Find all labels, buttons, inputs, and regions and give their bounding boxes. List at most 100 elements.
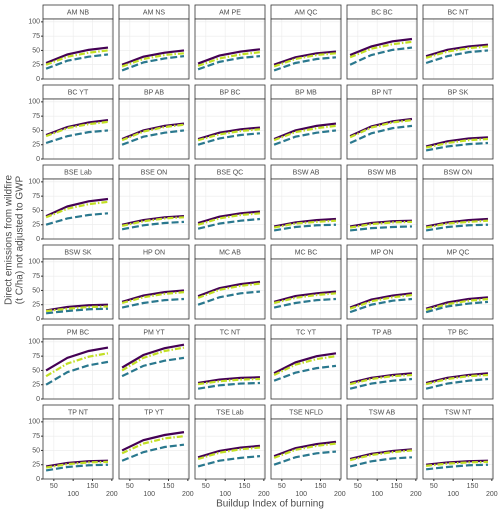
series-line (45, 212, 109, 226)
y-tick-label: 0 (36, 236, 40, 243)
series-line (45, 53, 109, 70)
y-tick-label: 100 (28, 339, 40, 346)
panel-border (42, 338, 114, 400)
panel-title: BC BC (371, 9, 392, 16)
x-tick-label: 200 (106, 491, 118, 498)
y-tick-label: 75 (32, 113, 40, 120)
series-line (121, 431, 185, 452)
y-tick-label: 0 (36, 476, 40, 483)
panel-title: BSW MB (368, 169, 397, 176)
panel-border (42, 258, 114, 320)
series-line (197, 377, 261, 386)
x-tick-label: 50 (126, 483, 134, 490)
y-tick-label: 25 (32, 62, 40, 69)
series-line (45, 303, 109, 312)
panel-title: AM PE (219, 9, 241, 16)
x-tick-label: 50 (354, 483, 362, 490)
panel-title: TSE Lab (216, 409, 243, 416)
panel-border (422, 418, 494, 480)
x-tick-label: 200 (486, 491, 498, 498)
y-tick-label: 100 (28, 99, 40, 106)
panel-border (194, 178, 266, 240)
series-line (349, 37, 413, 57)
series-line (45, 459, 109, 468)
series-line (273, 440, 337, 458)
series-line (45, 49, 109, 66)
panel-bg (119, 259, 189, 319)
x-tick-label: 150 (391, 483, 403, 490)
panel-title: BC YT (68, 89, 89, 96)
panel-bg (347, 19, 417, 79)
series-line (349, 46, 413, 66)
panel-title: TSW NT (445, 409, 473, 416)
panel-border (42, 418, 114, 480)
y-tick-label: 50 (32, 447, 40, 454)
panel-title: TSE NFLD (289, 409, 323, 416)
panel-title: TP YT (144, 409, 164, 416)
panel-title: AM QC (295, 9, 318, 16)
series-line (197, 455, 261, 468)
panel-border (118, 338, 190, 400)
x-tick-label: 150 (163, 483, 175, 490)
panel-border (194, 18, 266, 80)
series-line (425, 219, 489, 229)
series-line (273, 56, 337, 72)
y-tick-label: 100 (28, 259, 40, 266)
y-axis-title: Direct emissions from wildfire(t C/ha) n… (3, 175, 25, 305)
panel-title: TP NT (68, 409, 89, 416)
panel-bg (423, 99, 493, 159)
x-tick-label: 50 (202, 483, 210, 490)
x-tick-label: 150 (467, 483, 479, 490)
series-line (349, 219, 413, 228)
x-tick-label: 100 (371, 491, 383, 498)
series-line (197, 376, 261, 385)
panel-bg (43, 419, 113, 479)
series-line (425, 136, 489, 148)
series-line (273, 442, 337, 459)
y-tick-label: 0 (36, 156, 40, 163)
panel-border (270, 98, 342, 160)
y-tick-label: 50 (32, 127, 40, 134)
panel-title: BP BC (220, 89, 241, 96)
panel-border (270, 18, 342, 80)
series-line (121, 123, 185, 142)
series-line (273, 364, 337, 382)
panel-bg (347, 259, 417, 319)
series-line (425, 300, 489, 314)
panel-bg (195, 259, 265, 319)
series-line (349, 119, 413, 139)
panel-border (118, 98, 190, 160)
panel-border (346, 98, 418, 160)
series-line (45, 120, 109, 138)
x-tick-label: 200 (258, 491, 270, 498)
panel-border (346, 18, 418, 80)
series-line (121, 289, 185, 303)
x-tick-label: 200 (334, 491, 346, 498)
panel-border (42, 98, 114, 160)
panel-border (194, 338, 266, 400)
panel-title: BSW SK (64, 249, 92, 256)
series-line (273, 122, 337, 141)
panel-border (118, 258, 190, 320)
series-line (425, 463, 489, 471)
panel-border (118, 18, 190, 80)
series-line (197, 280, 261, 298)
panel-border (270, 418, 342, 480)
series-line (349, 220, 413, 229)
series-line (273, 50, 337, 66)
series-line (425, 377, 489, 390)
panel-title: PM BC (67, 329, 89, 336)
panel-title: BSE ON (141, 169, 167, 176)
panel-bg (347, 99, 417, 159)
panel-border (42, 18, 114, 80)
panel-bg (423, 339, 493, 399)
panel-border (270, 258, 342, 320)
panel-title: MP ON (371, 249, 394, 256)
y-tick-label: 50 (32, 287, 40, 294)
y-tick-label: 50 (32, 367, 40, 374)
y-tick-label: 0 (36, 76, 40, 83)
series-line (273, 219, 337, 229)
y-tick-label: 100 (28, 19, 40, 26)
y-tick-label: 100 (28, 179, 40, 186)
series-line (121, 443, 185, 462)
